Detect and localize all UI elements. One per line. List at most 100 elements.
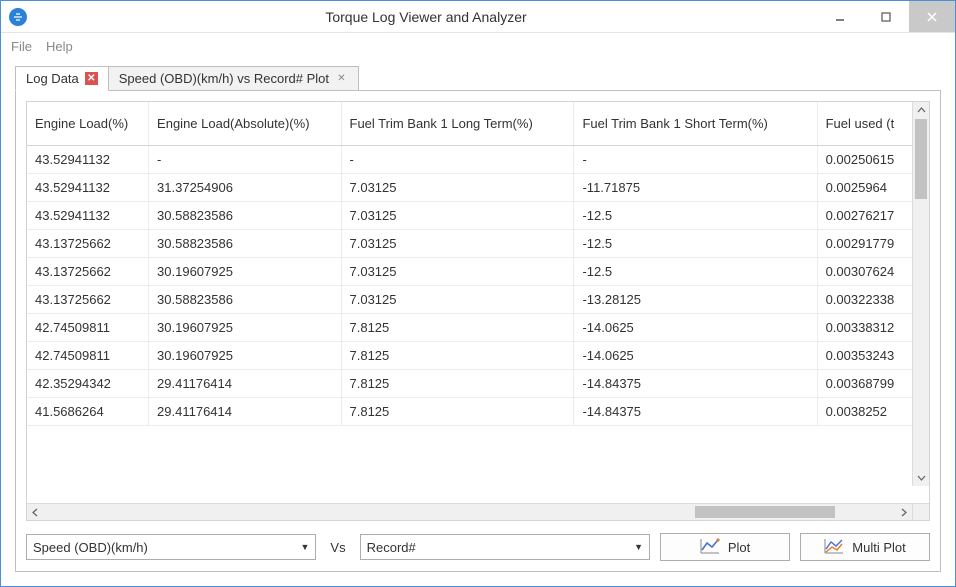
table-container: Engine Load(%) Engine Load(Absolute)(%) … [26,101,930,521]
table-cell: 43.13725662 [27,286,149,314]
table-cell: 41.5686264 [27,398,149,426]
table-row[interactable]: 43.5294113231.372549067.03125-11.718750.… [27,174,929,202]
table-cell: -14.0625 [574,314,817,342]
table-cell: 43.52941132 [27,202,149,230]
multi-plot-icon [824,538,844,557]
table-cell: 43.13725662 [27,230,149,258]
titlebar: Torque Log Viewer and Analyzer [1,1,955,33]
x-axis-select[interactable]: Record# ▼ [360,534,650,560]
horizontal-scrollbar[interactable] [27,503,929,520]
scroll-up-icon[interactable] [913,102,929,119]
table-cell: 30.19607925 [149,342,341,370]
scroll-thumb[interactable] [915,119,927,199]
table-row[interactable]: 43.1372566230.196079257.03125-12.50.0030… [27,258,929,286]
select-value: Speed (OBD)(km/h) [33,540,148,555]
menu-file[interactable]: File [11,39,32,54]
plot-icon [700,538,720,557]
table-row[interactable]: 43.1372566230.588235867.03125-13.281250.… [27,286,929,314]
table-cell: 7.8125 [341,398,574,426]
table-cell: 30.19607925 [149,258,341,286]
tab-log-data[interactable]: Log Data ✕ [15,66,109,91]
scroll-left-icon[interactable] [27,504,44,520]
minimize-button[interactable] [817,1,863,32]
column-header[interactable]: Engine Load(Absolute)(%) [149,102,341,146]
table-cell: 7.03125 [341,174,574,202]
column-header[interactable]: Fuel Trim Bank 1 Long Term(%) [341,102,574,146]
table-cell: 7.03125 [341,258,574,286]
table-row[interactable]: 43.1372566230.588235867.03125-12.50.0029… [27,230,929,258]
table-cell: -12.5 [574,230,817,258]
content-area: Log Data ✕ Speed (OBD)(km/h) vs Record# … [1,59,955,586]
plot-controls-row: Speed (OBD)(km/h) ▼ Vs Record# ▼ [26,533,930,561]
table-row[interactable]: 42.7450981130.196079257.8125-14.06250.00… [27,314,929,342]
table-cell: 29.41176414 [149,370,341,398]
multi-plot-button[interactable]: Multi Plot [800,533,930,561]
table-cell: - [341,146,574,174]
table-cell: 30.19607925 [149,314,341,342]
maximize-button[interactable] [863,1,909,32]
table-body: 43.52941132---0.0025061543.5294113231.37… [27,146,929,426]
scroll-track[interactable] [44,504,895,520]
chevron-down-icon: ▼ [301,542,310,552]
scroll-thumb[interactable] [695,506,835,518]
table-cell: 42.74509811 [27,314,149,342]
table-cell: -14.84375 [574,398,817,426]
table-header-row: Engine Load(%) Engine Load(Absolute)(%) … [27,102,929,146]
button-label: Multi Plot [852,540,905,555]
table-cell: 43.13725662 [27,258,149,286]
column-header[interactable]: Fuel Trim Bank 1 Short Term(%) [574,102,817,146]
table-cell: -11.71875 [574,174,817,202]
table-cell: 42.74509811 [27,342,149,370]
scroll-corner [912,504,929,520]
table-cell: - [149,146,341,174]
table-cell: 30.58823586 [149,230,341,258]
window-title: Torque Log Viewer and Analyzer [35,9,817,25]
scroll-right-icon[interactable] [895,504,912,520]
table-cell: 7.03125 [341,286,574,314]
menubar: File Help [1,33,955,59]
plot-button[interactable]: Plot [660,533,790,561]
vertical-scrollbar[interactable] [912,102,929,486]
table-cell: 7.8125 [341,314,574,342]
table-cell: 7.03125 [341,230,574,258]
tab-label: Log Data [26,71,79,86]
table-cell: -13.28125 [574,286,817,314]
table-cell: 42.35294342 [27,370,149,398]
tab-speed-plot[interactable]: Speed (OBD)(km/h) vs Record# Plot ✕ [108,66,359,91]
tab-panel: Engine Load(%) Engine Load(Absolute)(%) … [15,90,941,572]
y-axis-select[interactable]: Speed (OBD)(km/h) ▼ [26,534,316,560]
vs-label: Vs [326,540,349,555]
table-row[interactable]: 43.52941132---0.00250615 [27,146,929,174]
table-cell: - [574,146,817,174]
tab-close-icon[interactable]: ✕ [85,72,98,85]
table-scroll-area: Engine Load(%) Engine Load(Absolute)(%) … [27,102,929,503]
button-label: Plot [728,540,750,555]
table-cell: 29.41176414 [149,398,341,426]
window-controls [817,1,955,32]
table-cell: 30.58823586 [149,202,341,230]
table-cell: 43.52941132 [27,146,149,174]
tabs-row: Log Data ✕ Speed (OBD)(km/h) vs Record# … [15,65,941,91]
table-cell: 7.8125 [341,370,574,398]
table-cell: 30.58823586 [149,286,341,314]
table-row[interactable]: 42.3529434229.411764147.8125-14.843750.0… [27,370,929,398]
table-row[interactable]: 42.7450981130.196079257.8125-14.06250.00… [27,342,929,370]
table-row[interactable]: 41.568626429.411764147.8125-14.843750.00… [27,398,929,426]
column-header[interactable]: Engine Load(%) [27,102,149,146]
scroll-down-icon[interactable] [913,469,929,486]
data-table: Engine Load(%) Engine Load(Absolute)(%) … [27,102,929,426]
table-cell: -14.0625 [574,342,817,370]
scroll-track[interactable] [913,119,929,469]
chevron-down-icon: ▼ [634,542,643,552]
table-cell: -12.5 [574,258,817,286]
app-window: Torque Log Viewer and Analyzer File Help… [0,0,956,587]
table-cell: -14.84375 [574,370,817,398]
table-cell: 43.52941132 [27,174,149,202]
table-cell: 31.37254906 [149,174,341,202]
close-button[interactable] [909,1,955,32]
tab-close-icon[interactable]: ✕ [335,72,348,85]
table-cell: -12.5 [574,202,817,230]
table-cell: 7.8125 [341,342,574,370]
table-row[interactable]: 43.5294113230.588235867.03125-12.50.0027… [27,202,929,230]
menu-help[interactable]: Help [46,39,73,54]
